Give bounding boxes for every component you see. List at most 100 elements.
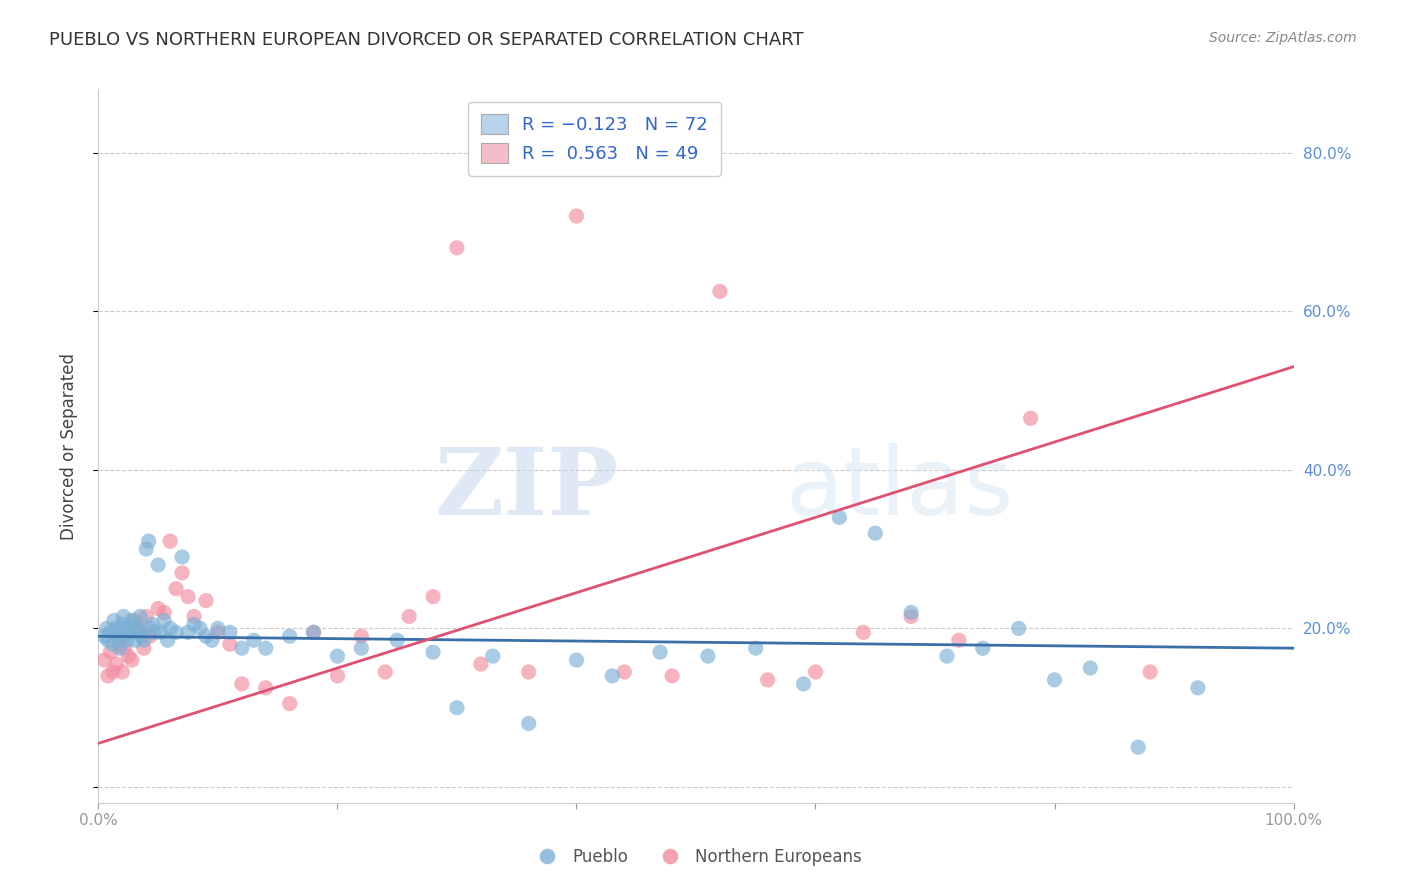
Point [159,621,181,635]
Point [97,633,120,648]
Point [195,593,218,607]
Text: Source: ZipAtlas.com: Source: ZipAtlas.com [1209,31,1357,45]
Point [900,606,922,620]
Point [565,653,588,667]
Point [254,681,277,695]
Point [114,629,136,643]
Point [172,549,194,564]
Point [302,625,325,640]
Point [697,649,720,664]
Point [948,633,970,648]
Point [97,669,120,683]
Point [1080,661,1102,675]
Point [302,625,325,640]
Point [398,609,420,624]
Point [565,209,588,223]
Point [127,621,149,635]
Point [148,558,170,572]
Point [105,657,128,671]
Point [374,665,396,679]
Point [139,629,162,643]
Point [207,625,229,640]
Point [852,625,875,640]
Point [1008,621,1031,635]
Point [936,649,959,664]
Point [131,629,153,643]
Point [129,609,152,624]
Point [177,625,200,640]
Point [153,606,176,620]
Point [132,633,155,648]
Point [96,621,118,635]
Point [648,645,672,659]
Point [98,645,122,659]
Point [121,614,143,628]
Y-axis label: Divorced or Separated: Divorced or Separated [59,352,77,540]
Point [900,609,922,624]
Point [709,285,731,299]
Point [183,617,205,632]
Point [278,629,301,643]
Point [107,633,129,648]
Point [98,625,122,640]
Point [101,637,124,651]
Point [422,645,444,659]
Point [108,637,131,651]
Point [111,617,134,632]
Point [117,649,139,664]
Point [1043,673,1066,687]
Point [828,510,851,524]
Point [1019,411,1042,425]
Point [148,601,170,615]
Point [132,641,155,656]
Point [117,625,139,640]
Point [195,629,218,643]
Point [793,677,815,691]
Point [183,609,205,624]
Point [231,641,253,656]
Point [602,669,624,683]
Point [481,649,505,664]
Point [105,621,128,635]
Point [326,649,349,664]
Point [219,637,242,651]
Point [756,673,779,687]
Point [129,625,152,640]
Point [114,641,136,656]
Point [1187,681,1209,695]
Point [188,621,211,635]
Point [177,590,200,604]
Legend: Pueblo, Northern Europeans: Pueblo, Northern Europeans [524,842,868,873]
Point [149,625,172,640]
Text: ZIP: ZIP [434,444,619,533]
Point [107,625,129,640]
Point [103,614,125,628]
Point [278,697,301,711]
Point [124,633,146,648]
Point [517,665,540,679]
Point [115,633,138,648]
Point [172,566,194,580]
Text: atlas: atlas [786,442,1014,535]
Point [745,641,768,656]
Point [243,633,266,648]
Point [254,641,277,656]
Point [153,614,176,628]
Point [1139,665,1161,679]
Point [470,657,492,671]
Point [201,633,224,648]
Point [112,609,135,624]
Point [517,716,540,731]
Point [127,621,149,635]
Point [613,665,636,679]
Point [865,526,887,541]
Point [139,621,162,635]
Point [143,625,166,640]
Point [124,617,146,632]
Point [231,677,253,691]
Point [124,614,146,628]
Point [326,669,349,683]
Point [141,617,163,632]
Point [121,653,143,667]
Point [135,609,157,624]
